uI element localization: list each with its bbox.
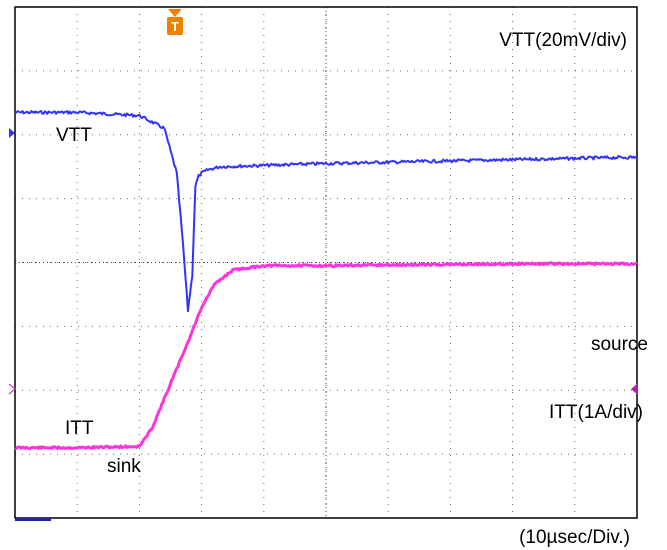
trigger-arrow-icon [168,9,182,17]
itt-scale-label: ITT(1A/div) [549,402,643,423]
itt-trace-label: ITT [65,418,94,439]
source-label: source [591,334,648,355]
timebase-bar [15,518,51,521]
x-axis-label: (10µsec/Div.) [519,527,630,548]
sink-label: sink [107,456,141,477]
vtt-trace-label: VTT [56,125,92,146]
trigger-badge [167,17,183,35]
itt-level-marker-icon [8,383,16,395]
trigger-marker: T [167,9,183,35]
itt-series-line [14,261,638,451]
vtt-series-line [14,110,638,313]
vtt-scale-label: VTT(20mV/div) [499,30,627,51]
vtt-level-marker-icon [9,128,15,138]
trigger-label: T [171,19,179,34]
itt-scale-marker-icon [631,383,638,395]
